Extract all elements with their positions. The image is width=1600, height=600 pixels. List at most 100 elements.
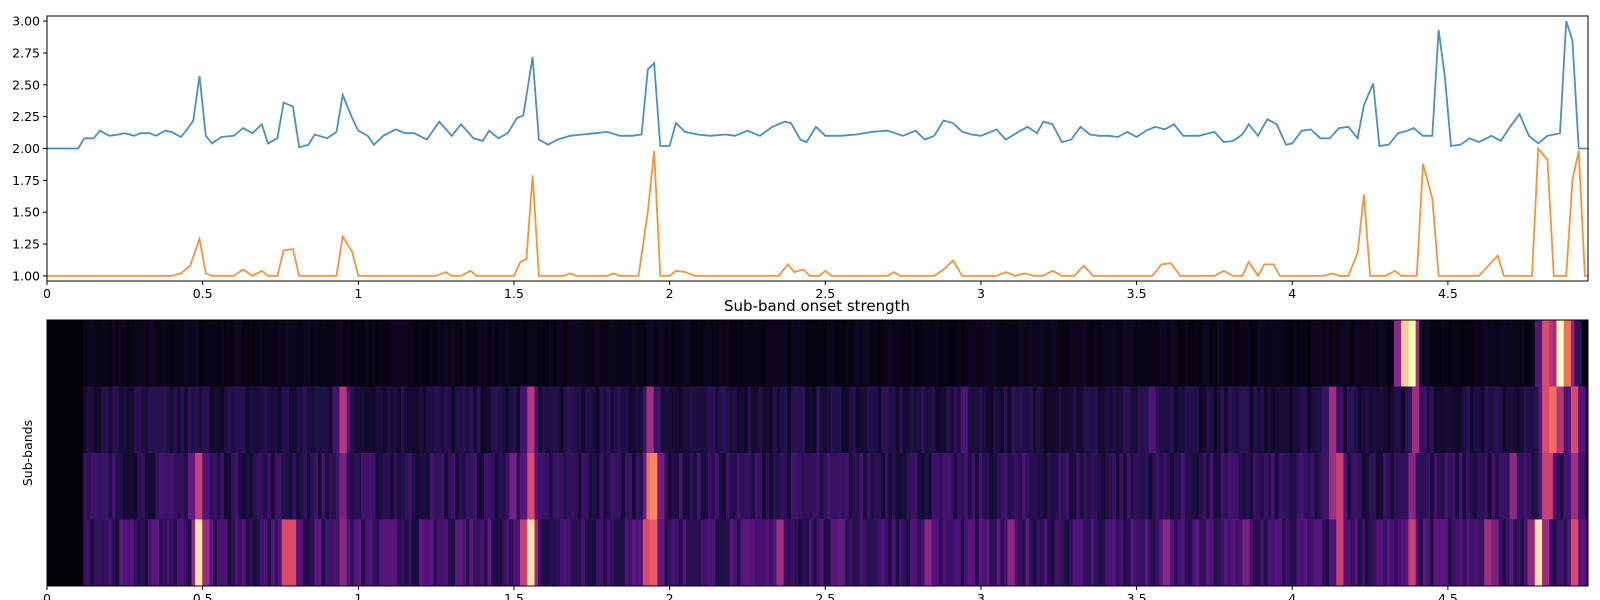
heatmap-cell <box>1458 386 1463 453</box>
heatmap-cell <box>1560 519 1565 586</box>
heatmap-cell <box>321 320 326 387</box>
heatmap-cell <box>242 386 247 453</box>
heatmap-cell <box>68 453 73 520</box>
heatmap-cell <box>505 320 510 387</box>
heatmap-cell <box>1123 519 1128 586</box>
heatmap-cell <box>1567 519 1572 586</box>
heatmap-cell <box>491 519 496 586</box>
heatmap-cell <box>115 386 120 453</box>
heatmap-cell <box>780 519 785 586</box>
heatmap-cell <box>1263 519 1268 586</box>
heatmap-cell <box>1047 519 1052 586</box>
heatmap-cell <box>223 519 228 586</box>
heatmap-cell <box>1119 453 1124 520</box>
heatmap-cell <box>845 320 850 387</box>
heatmap-cell <box>1025 320 1030 387</box>
heatmap-cell <box>1542 453 1547 520</box>
heatmap-cell <box>639 320 644 387</box>
heatmap-cell <box>650 453 655 520</box>
heatmap-cell <box>220 320 225 387</box>
heatmap-cell <box>133 320 138 387</box>
heatmap-cell <box>166 453 171 520</box>
heatmap-cell <box>556 320 561 387</box>
heatmap-cell <box>700 453 705 520</box>
heatmap-cell <box>1455 386 1460 453</box>
heatmap-cell <box>1430 386 1435 453</box>
heatmap-cell <box>288 519 293 586</box>
heatmap-cell <box>375 386 380 453</box>
heatmap-cell <box>964 386 969 453</box>
heatmap-cell <box>353 519 358 586</box>
heatmap-cell <box>534 320 539 387</box>
heatmap-cell <box>422 386 427 453</box>
heatmap-cell <box>1545 386 1550 453</box>
heatmap-cell <box>1087 386 1092 453</box>
heatmap-cell <box>1054 320 1059 387</box>
heatmap-cell <box>812 519 817 586</box>
heatmap-cell <box>184 320 189 387</box>
heatmap-cell <box>1412 386 1417 453</box>
heatmap-cell <box>209 386 214 453</box>
heatmap-cell <box>1206 453 1211 520</box>
heatmap-cell <box>603 320 608 387</box>
heatmap-cell <box>610 453 615 520</box>
heatmap-cell <box>502 386 507 453</box>
heatmap-cell <box>1538 453 1543 520</box>
heatmap-cell <box>310 453 315 520</box>
heatmap-cell <box>957 386 962 453</box>
heatmap-cell <box>1209 519 1214 586</box>
heatmap-cell <box>1162 453 1167 520</box>
heatmap-cell <box>1343 386 1348 453</box>
heatmap-cell <box>855 386 860 453</box>
line-x-tick-label: 3.5 <box>1127 286 1147 301</box>
heatmap-cell <box>978 453 983 520</box>
heatmap-cell <box>852 519 857 586</box>
heatmap-cell <box>1047 320 1052 387</box>
heatmap-cell <box>393 453 398 520</box>
heatmap-cell <box>133 453 138 520</box>
heatmap-cell <box>1213 320 1218 387</box>
heatmap-cell <box>1198 386 1203 453</box>
heatmap-cell <box>198 519 203 586</box>
heatmap-cell <box>1130 320 1135 387</box>
heatmap-cell <box>1112 519 1117 586</box>
heatmap-cell <box>646 453 651 520</box>
heatmap-cell <box>79 386 84 453</box>
heatmap-cell <box>1513 320 1518 387</box>
heatmap-cell <box>1170 386 1175 453</box>
heatmap-cell <box>245 320 250 387</box>
heatmap-cell <box>1487 320 1492 387</box>
heatmap-cell <box>567 453 572 520</box>
heatmap-cell <box>776 519 781 586</box>
heatmap-cell <box>397 386 402 453</box>
line-y-axis: 1.001.251.501.752.002.252.502.753.00 <box>12 14 47 283</box>
heatmap-cell <box>1386 386 1391 453</box>
heatmap-cell <box>711 386 716 453</box>
heatmap-cell <box>447 386 452 453</box>
heatmap-cell <box>79 519 84 586</box>
heatmap-cell <box>1032 453 1037 520</box>
heatmap-cell <box>1469 453 1474 520</box>
heatmap-cell <box>1159 519 1164 586</box>
heatmap-cell <box>798 453 803 520</box>
heatmap-cell <box>1325 519 1330 586</box>
heatmap-x-axis: 0 0.5 1 1.5 2 2.5 3 3.5 4 4.5 <box>43 586 1458 600</box>
heatmap-cell <box>1112 453 1117 520</box>
heatmap-cell <box>155 453 160 520</box>
heatmap-cell <box>1137 386 1142 453</box>
heatmap-cell <box>1087 519 1092 586</box>
heatmap-cell <box>245 519 250 586</box>
heatmap-cell <box>935 320 940 387</box>
heatmap-cell <box>422 519 427 586</box>
heatmap-cell <box>574 386 579 453</box>
heatmap-cell <box>303 519 308 586</box>
heatmap-cell <box>1152 320 1157 387</box>
heatmap-cell <box>1231 320 1236 387</box>
heatmap-cell <box>1011 386 1016 453</box>
heatmap-cell <box>632 519 637 586</box>
heatmap-cell <box>985 519 990 586</box>
heatmap-cell <box>837 320 842 387</box>
heatmap-cell <box>520 519 525 586</box>
heatmap-cell <box>173 519 178 586</box>
heatmap-cell <box>863 519 868 586</box>
